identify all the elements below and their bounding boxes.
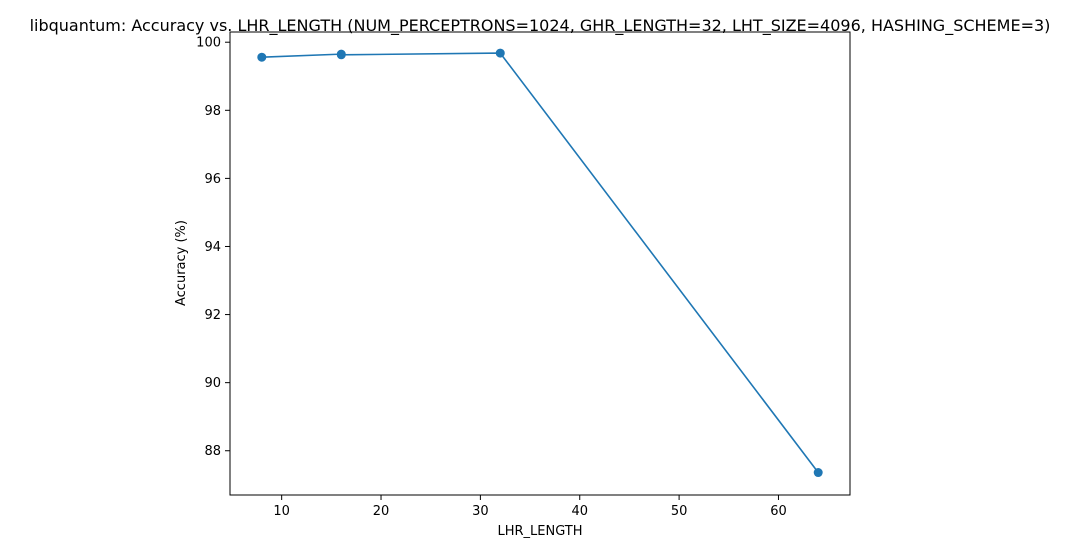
y-tick-label-3: 94 bbox=[204, 240, 221, 255]
data-point-0-4 bbox=[813, 468, 823, 478]
axes-frame bbox=[229, 31, 851, 496]
x-tick-label-4: 50 bbox=[671, 504, 688, 519]
y-axis-label: Accuracy (%) bbox=[174, 220, 189, 306]
x-tick-label-1: 20 bbox=[373, 504, 390, 519]
data-point-0-3 bbox=[495, 48, 505, 58]
chart-title: libquantum: Accuracy vs. LHR_LENGTH (NUM… bbox=[30, 16, 1051, 36]
series-line-0 bbox=[261, 52, 819, 474]
y-tick-label-1: 90 bbox=[204, 376, 221, 391]
y-tick-label-5: 98 bbox=[204, 104, 221, 119]
plot-area: 10 20 30 40 50 60 88 90 92 94 96 98 100 bbox=[196, 31, 851, 519]
data-point-0-0 bbox=[257, 52, 267, 62]
x-axis-label: LHR_LENGTH bbox=[497, 524, 582, 539]
x-tick-label-0: 10 bbox=[273, 504, 290, 519]
x-tick-label-2: 30 bbox=[472, 504, 489, 519]
y-tick-label-2: 92 bbox=[204, 308, 221, 323]
y-tick-label-4: 96 bbox=[204, 172, 221, 187]
x-tick-label-3: 40 bbox=[571, 504, 588, 519]
y-tick-label-6: 100 bbox=[196, 36, 221, 51]
y-tick-label-0: 88 bbox=[204, 444, 221, 459]
data-point-0-2 bbox=[336, 50, 346, 60]
x-tick-label-5: 60 bbox=[770, 504, 787, 519]
